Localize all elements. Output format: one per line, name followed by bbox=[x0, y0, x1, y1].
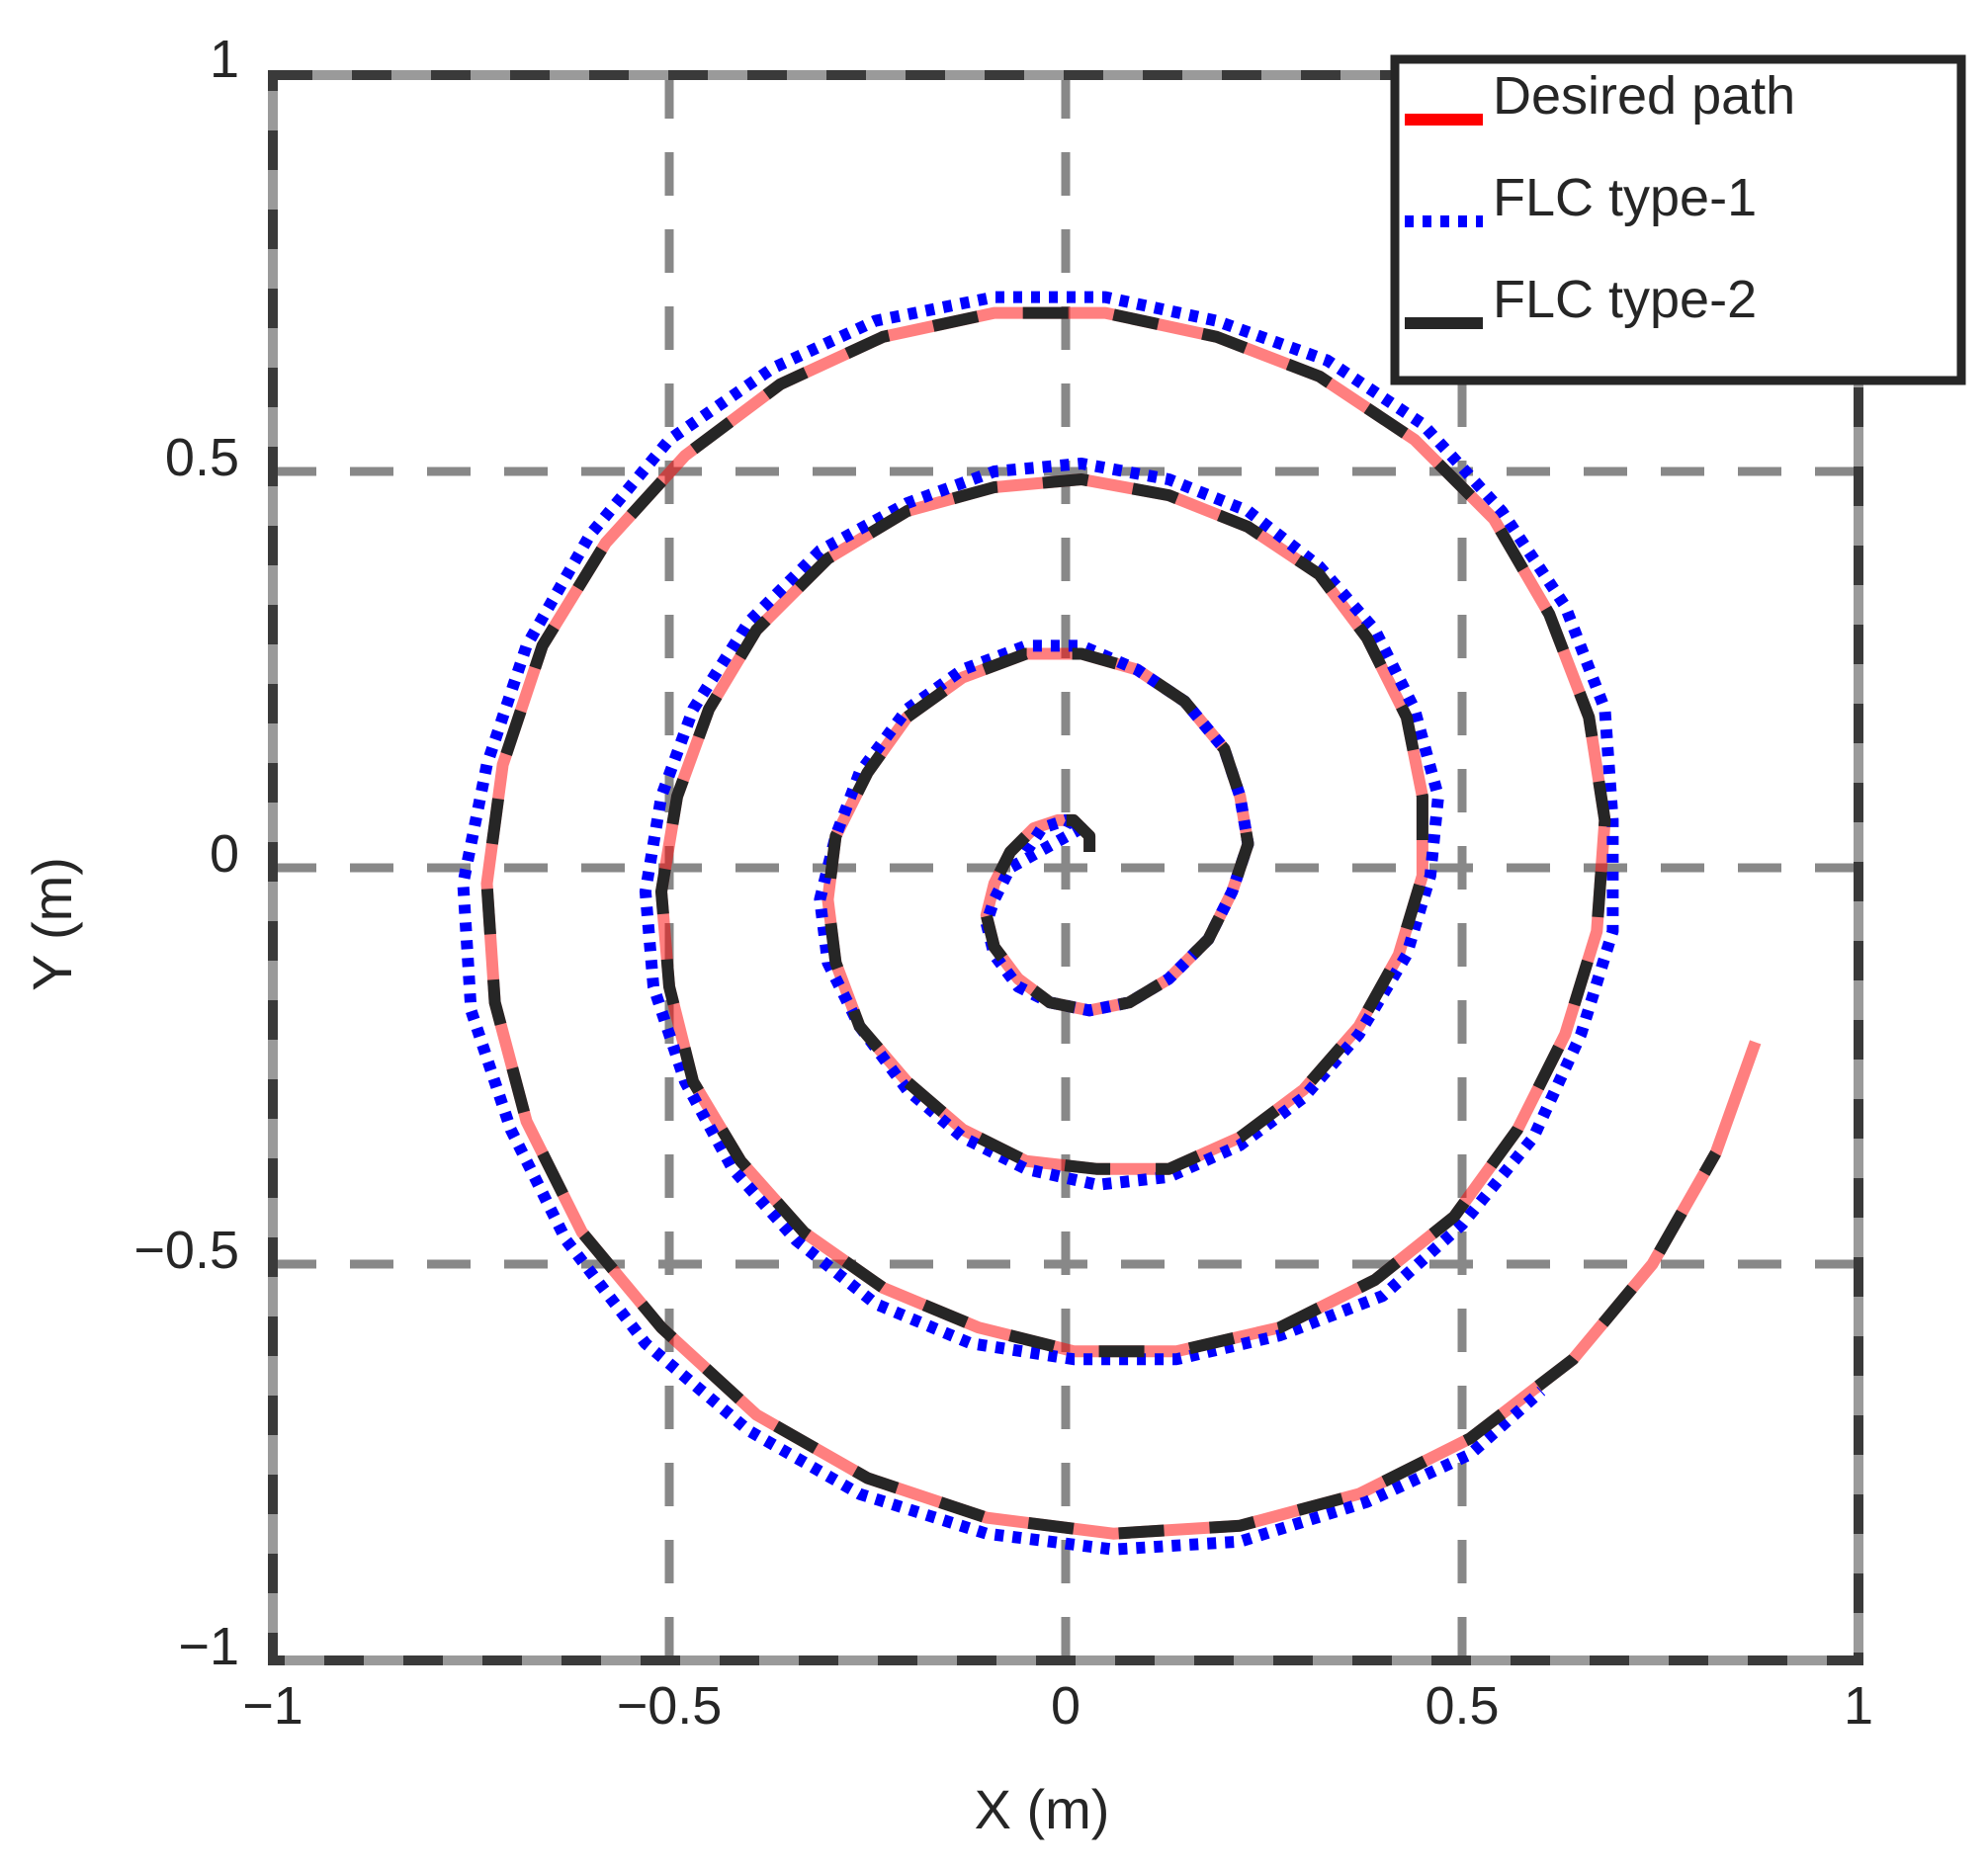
x-tick-label: 0.5 bbox=[1425, 1676, 1499, 1736]
legend: Desired path FLC type-1 FLC type-2 bbox=[1390, 54, 1966, 385]
y-tick-label: 0.5 bbox=[165, 428, 239, 487]
x-tick-label: 0 bbox=[1051, 1676, 1080, 1736]
y-tick-label: −0.5 bbox=[133, 1221, 239, 1280]
legend-label-2: FLC type-1 bbox=[1493, 168, 1757, 227]
y-axis-label: Y (m) bbox=[21, 857, 83, 991]
series-line-3 bbox=[480, 306, 1721, 1540]
series-layer bbox=[457, 291, 1762, 1556]
series-line-2 bbox=[457, 291, 1619, 1556]
x-axis-label: X (m) bbox=[975, 1778, 1110, 1840]
x-tick-label: 1 bbox=[1844, 1676, 1873, 1736]
x-tick-label: −0.5 bbox=[617, 1676, 723, 1736]
y-tick-label: 0 bbox=[210, 824, 239, 884]
tick-labels: −1 −0.5 0 0.5 1 −1 −0.5 0 0.5 1 bbox=[133, 30, 1873, 1736]
plot-frame bbox=[268, 70, 1863, 1665]
legend-label-3: FLC type-2 bbox=[1493, 270, 1757, 329]
x-tick-label: −1 bbox=[242, 1676, 303, 1736]
frame-dashes bbox=[268, 70, 1863, 1665]
y-tick-label: −1 bbox=[178, 1617, 239, 1676]
legend-box bbox=[1390, 54, 1966, 385]
y-tick-label: 1 bbox=[210, 30, 239, 89]
legend-label-1: Desired path bbox=[1493, 66, 1795, 126]
